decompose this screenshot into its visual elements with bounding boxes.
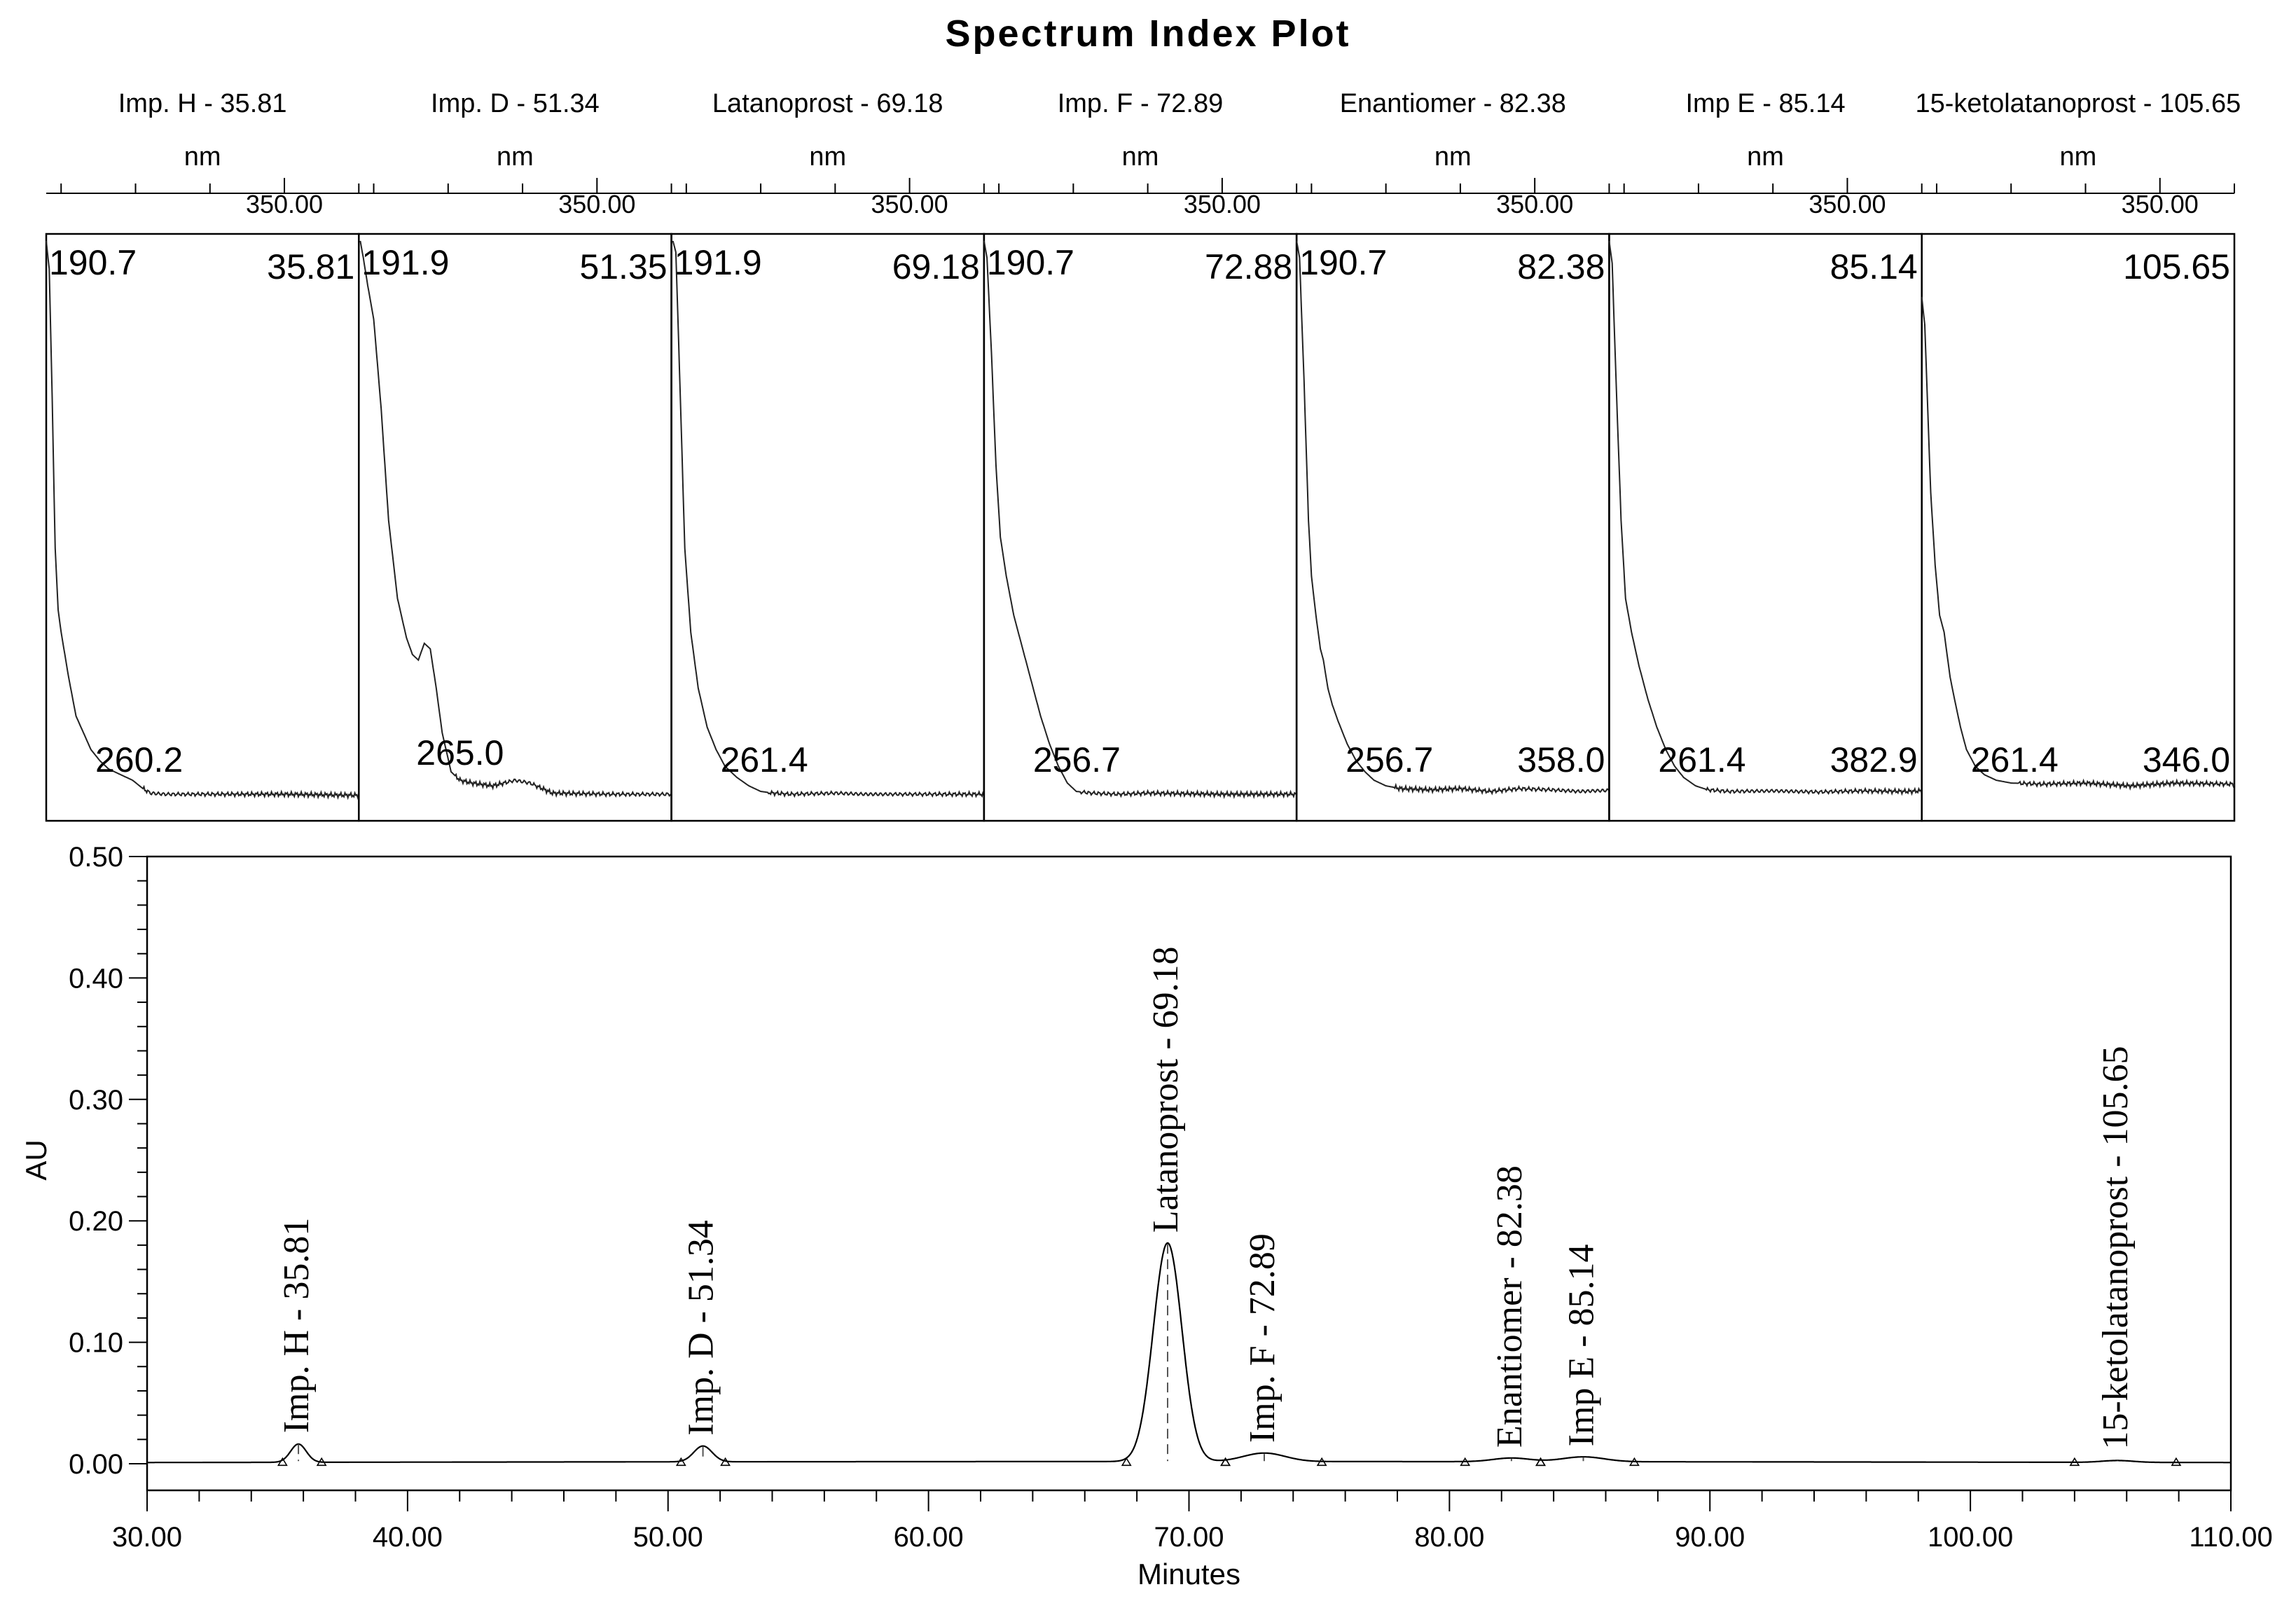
spectrum-retention-time-label: 105.65 [2123,247,2230,286]
spectrum-retention-time-label: 35.81 [267,247,354,286]
x-tick-label: 100.00 [1928,1522,2013,1553]
spectrum-unit-label: nm [809,142,846,172]
peak-boundary-marker [316,1457,327,1467]
spectrum-curve [46,240,360,800]
spectrum-header: Enantiomer - 82.38 [1340,89,1566,118]
spectrum-curve [359,240,672,798]
spectrum-retention-time-label: 72.88 [1205,247,1292,286]
spectrum-curve [983,240,1297,800]
spectrum-lambda-max-label: 191.9 [361,243,449,282]
peak-label: 15-ketolatanoprost - 105.65 [2096,1046,2136,1449]
y-tick-label: 0.20 [69,1206,123,1237]
spectrum-unit-label: nm [2059,142,2096,172]
spectrum-header: 15-ketolatanoprost - 105.65 [1915,89,2241,118]
x-tick-label: 70.00 [1154,1522,1224,1553]
spectrum-peak-label: 382.9 [1830,740,1918,779]
spectrum-peak-label: 346.0 [2143,740,2230,779]
spectrum-unit-label: nm [1747,142,1784,172]
x-tick-label: 80.00 [1414,1522,1484,1553]
x-axis-label: Minutes [1137,1558,1240,1590]
spectrum-lambda-max-label: 190.7 [49,243,137,282]
spectrum-tick-label: 350.00 [246,190,323,219]
peak-boundary-marker [720,1457,731,1467]
peak-boundary-marker [2069,1457,2080,1467]
spectrum-curve [1921,296,2235,791]
x-tick-label: 110.00 [2189,1522,2272,1553]
spectrum-retention-time-label: 85.14 [1830,247,1918,286]
chromatogram: 30.00 40.00 50.00 60.00 70.00 80.00 90.00 100.0… [20,842,2273,1590]
peak-label: Imp. H - 35.81 [277,1218,317,1434]
spectrum-tick-label: 350.00 [1809,190,1886,219]
spectrum-header: Latanoprost - 69.18 [712,89,943,118]
x-tick-label: 90.00 [1675,1522,1745,1553]
spectrum-panel-frame [983,233,1298,822]
spectrum-curve [672,240,985,798]
spectrum-peak-label: 260.2 [95,740,183,779]
spectrum-tick-label: 350.00 [2122,190,2199,219]
x-tick-label: 60.00 [894,1522,964,1553]
spectrum-panel-frame [45,233,360,822]
peak-boundary-marker [2171,1457,2182,1467]
x-tick-label: 30.00 [112,1522,182,1553]
spectrum-peak-label: 256.7 [1346,740,1433,779]
peak-boundary-marker [1460,1457,1471,1467]
spectrum-peak-label: 261.4 [1658,740,1745,779]
y-tick-label: 0.10 [69,1328,123,1359]
spectrum-tick-label: 350.00 [558,190,635,219]
x-tick-label: 50.00 [633,1522,703,1553]
spectrum-tick-label: 350.00 [871,190,948,219]
y-tick-label: 0.50 [69,842,123,873]
peak-boundary-marker [1220,1457,1231,1467]
y-tick-label: 0.40 [69,963,123,994]
spectrum-unit-label: nm [1434,142,1472,172]
peak-boundary-marker [1628,1457,1640,1467]
spectrum-panel-frame [670,233,986,822]
y-tick-label: 0.30 [69,1085,123,1116]
spectrum-peak-label: 261.4 [721,740,808,779]
figure-title: Spectrum Index Plot [945,13,1350,55]
peak-boundary-marker [1121,1457,1132,1467]
spectrum-panel-frame [1608,233,1923,822]
spectrum-tick-label: 350.00 [1184,190,1261,219]
spectrum-unit-label: nm [497,142,534,172]
spectrum-header: Imp. F - 72.89 [1058,89,1224,118]
spectrum-peak-label: 358.0 [1517,740,1605,779]
y-axis-label: AU [20,1139,53,1180]
spectrum-unit-label: nm [1122,142,1159,172]
spectrum-panel-frame [1921,233,2236,822]
spectrum-header: Imp. D - 51.34 [431,89,600,118]
x-tick-label: 40.00 [373,1522,443,1553]
spectra-strip: Imp. H - 35.81 nm 350.00 190.7 35.81 260.2 Imp… [45,89,2241,822]
peak-boundary-marker [277,1457,288,1467]
peak-label: Imp. D - 51.34 [682,1220,721,1436]
peak-boundary-marker [675,1457,686,1467]
spectrum-peak-label: 256.7 [1033,740,1121,779]
spectrum-lambda-max-label: 190.7 [987,243,1074,282]
peak-label: Latanoprost - 69.18 [1146,946,1186,1233]
spectrum-retention-time-label: 51.35 [579,247,667,286]
peak-label: Imp. F - 72.89 [1243,1233,1282,1443]
spectrum-peak-label: 261.4 [1971,740,2059,779]
spectrum-unit-label: nm [184,142,221,172]
peak-boundary-marker [1316,1457,1327,1467]
spectrum-tick-label: 350.00 [1496,190,1573,219]
spectrum-peak-label: 265.0 [416,733,504,772]
peak-label: Imp E - 85.14 [1562,1244,1602,1446]
chromatogram-trace [147,1242,2231,1464]
spectrum-curve [1296,240,1610,796]
peak-label: Enantiomer - 82.38 [1490,1165,1530,1448]
spectrum-panel-frame [358,233,672,822]
spectrum-curve [1608,240,1923,796]
spectrum-retention-time-label: 82.38 [1517,247,1605,286]
spectrum-header: Imp E - 85.14 [1686,89,1846,118]
spectrum-lambda-max-label: 190.7 [1299,243,1387,282]
spectrum-header: Imp. H - 35.81 [118,89,287,118]
peak-boundary-marker [1535,1457,1546,1467]
spectrum-lambda-max-label: 191.9 [675,243,762,282]
spectrum-retention-time-label: 69.18 [892,247,980,286]
y-tick-label: 0.00 [69,1449,123,1480]
